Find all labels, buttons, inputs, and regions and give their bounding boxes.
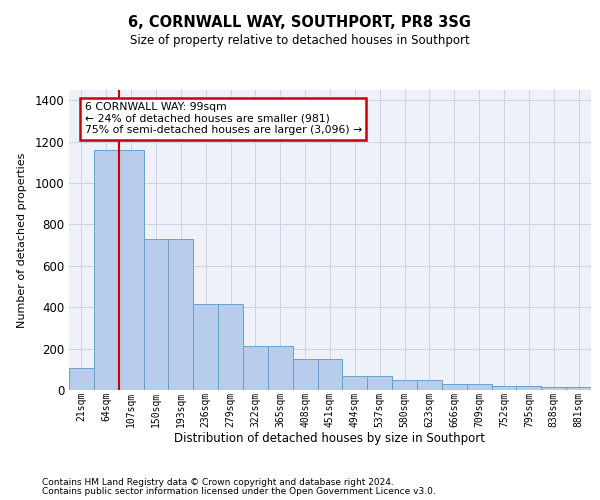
Bar	[541, 387, 566, 390]
Text: 6, CORNWALL WAY, SOUTHPORT, PR8 3SG: 6, CORNWALL WAY, SOUTHPORT, PR8 3SG	[128, 15, 472, 30]
Bar	[417, 380, 442, 390]
Text: Contains HM Land Registry data © Crown copyright and database right 2024.: Contains HM Land Registry data © Crown c…	[42, 478, 394, 487]
Bar	[392, 380, 417, 390]
Bar	[293, 359, 317, 390]
Text: Contains public sector information licensed under the Open Government Licence v3: Contains public sector information licen…	[42, 487, 436, 496]
Bar	[517, 386, 541, 390]
Text: 6 CORNWALL WAY: 99sqm
← 24% of detached houses are smaller (981)
75% of semi-det: 6 CORNWALL WAY: 99sqm ← 24% of detached …	[85, 102, 362, 135]
Y-axis label: Number of detached properties: Number of detached properties	[17, 152, 28, 328]
Bar	[119, 150, 143, 390]
Bar	[169, 239, 193, 390]
Bar	[243, 346, 268, 390]
Bar	[467, 384, 491, 390]
Text: Size of property relative to detached houses in Southport: Size of property relative to detached ho…	[130, 34, 470, 47]
Bar	[193, 304, 218, 390]
Bar	[69, 368, 94, 390]
X-axis label: Distribution of detached houses by size in Southport: Distribution of detached houses by size …	[175, 432, 485, 445]
Bar	[442, 384, 467, 390]
Bar	[218, 304, 243, 390]
Bar	[268, 346, 293, 390]
Bar	[317, 359, 343, 390]
Bar	[367, 376, 392, 390]
Bar	[143, 239, 169, 390]
Bar	[94, 150, 119, 390]
Bar	[491, 386, 517, 390]
Bar	[343, 376, 367, 390]
Bar	[566, 387, 591, 390]
